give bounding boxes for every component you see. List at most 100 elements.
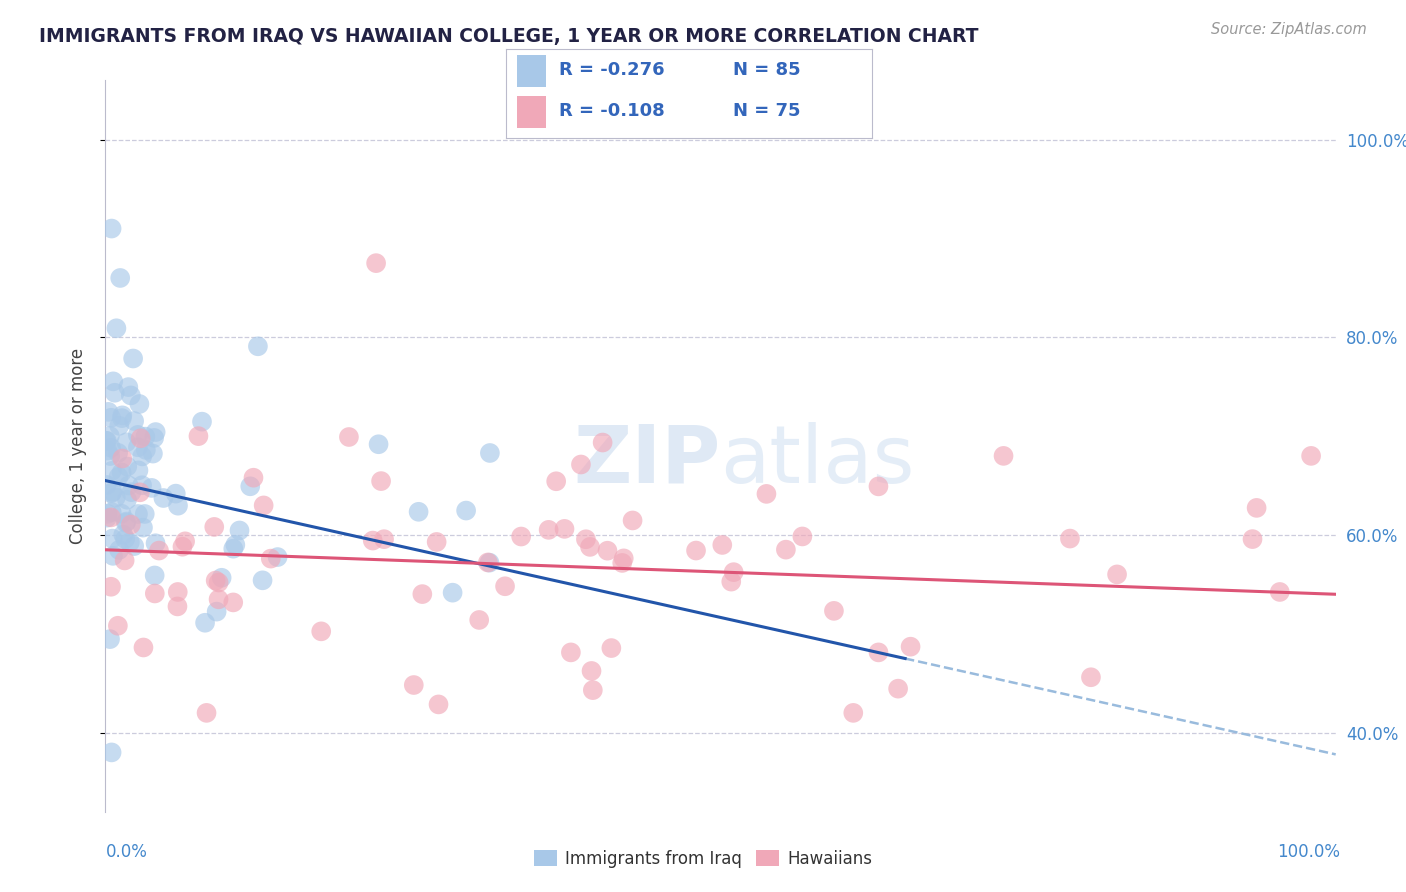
Point <box>101 484 124 499</box>
Point <box>887 681 910 696</box>
Text: N = 75: N = 75 <box>733 103 800 120</box>
Point <box>592 435 614 450</box>
Point <box>108 543 131 558</box>
Point <box>993 449 1015 463</box>
Point <box>575 533 598 547</box>
Point <box>582 683 605 698</box>
Point <box>127 440 149 454</box>
Point <box>98 429 121 443</box>
Point <box>96 443 118 458</box>
Point <box>427 698 450 712</box>
Point <box>101 464 124 478</box>
Point <box>411 587 433 601</box>
Point <box>842 706 865 720</box>
Point <box>131 478 153 492</box>
Point <box>143 586 166 600</box>
Point <box>426 535 449 549</box>
Text: atlas: atlas <box>721 422 915 500</box>
Point <box>152 491 174 505</box>
Point <box>456 503 478 517</box>
Point <box>96 478 118 492</box>
Point <box>621 513 644 527</box>
Legend: Immigrants from Iraq, Hawaiians: Immigrants from Iraq, Hawaiians <box>527 844 879 875</box>
Point <box>569 458 592 472</box>
Point <box>145 536 167 550</box>
Point <box>441 585 464 599</box>
Point <box>553 522 575 536</box>
Point <box>309 624 332 639</box>
Point <box>122 414 145 428</box>
Point <box>194 615 217 630</box>
Point <box>711 538 734 552</box>
Point <box>202 520 225 534</box>
Bar <box>517 55 547 87</box>
Point <box>142 447 165 461</box>
Point <box>187 429 209 443</box>
Point <box>100 221 122 235</box>
Point <box>96 510 118 524</box>
Point <box>560 645 582 659</box>
Point <box>107 619 129 633</box>
Point <box>205 605 228 619</box>
Point <box>107 470 129 484</box>
Point <box>195 706 218 720</box>
Point <box>166 599 188 614</box>
Point <box>581 664 603 678</box>
Point <box>127 463 149 477</box>
Point <box>1059 532 1081 546</box>
Point <box>228 524 250 538</box>
Point <box>120 388 142 402</box>
Point <box>204 574 226 588</box>
Point <box>408 505 430 519</box>
Point <box>120 485 142 500</box>
Point <box>129 431 152 445</box>
Point <box>118 478 141 492</box>
Point <box>114 516 136 530</box>
Y-axis label: College, 1 year or more: College, 1 year or more <box>69 348 87 544</box>
Point <box>252 574 274 588</box>
Point <box>1301 449 1323 463</box>
Point <box>720 574 742 589</box>
Point <box>100 746 122 760</box>
Point <box>775 542 797 557</box>
Point <box>143 431 166 445</box>
Point <box>367 437 389 451</box>
Point <box>104 491 127 505</box>
Point <box>103 375 125 389</box>
Point <box>114 553 136 567</box>
Point <box>114 532 136 546</box>
Point <box>755 487 778 501</box>
Point <box>900 640 922 654</box>
Point <box>145 425 167 439</box>
Point <box>260 551 283 566</box>
Point <box>100 505 122 519</box>
Point <box>117 380 139 394</box>
Point <box>402 678 425 692</box>
Point <box>105 321 128 335</box>
Point <box>135 442 157 457</box>
Point <box>104 385 127 400</box>
Point <box>100 441 122 455</box>
Point <box>128 397 150 411</box>
Point <box>685 543 707 558</box>
Point <box>207 575 229 590</box>
Point <box>253 499 276 513</box>
Text: IMMIGRANTS FROM IRAQ VS HAWAIIAN COLLEGE, 1 YEAR OR MORE CORRELATION CHART: IMMIGRANTS FROM IRAQ VS HAWAIIAN COLLEGE… <box>39 27 979 45</box>
Point <box>132 640 155 655</box>
Point <box>211 571 233 585</box>
Point <box>141 481 163 495</box>
Point <box>366 256 388 270</box>
Text: ZIP: ZIP <box>574 422 721 500</box>
Point <box>478 556 501 570</box>
Point <box>101 549 124 563</box>
Point <box>174 534 197 549</box>
Point <box>242 471 264 485</box>
Point <box>613 551 636 566</box>
Point <box>224 538 246 552</box>
Point <box>823 604 845 618</box>
Point <box>468 613 491 627</box>
Point <box>100 580 122 594</box>
Point <box>131 450 153 464</box>
Point <box>1246 500 1268 515</box>
Point <box>112 527 135 541</box>
